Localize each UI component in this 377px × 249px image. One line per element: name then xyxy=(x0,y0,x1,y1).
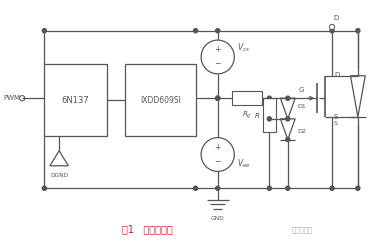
Circle shape xyxy=(267,186,271,190)
Circle shape xyxy=(201,138,234,171)
Bar xyxy=(233,91,262,105)
Text: GND: GND xyxy=(211,216,225,221)
Circle shape xyxy=(267,117,271,121)
Circle shape xyxy=(356,29,360,33)
Polygon shape xyxy=(280,119,295,139)
Circle shape xyxy=(216,96,220,100)
Circle shape xyxy=(193,29,198,33)
Text: +: + xyxy=(215,45,221,54)
Bar xyxy=(126,64,196,136)
Polygon shape xyxy=(351,76,365,117)
Circle shape xyxy=(216,186,220,190)
Circle shape xyxy=(201,40,234,74)
Circle shape xyxy=(20,96,24,100)
Text: S: S xyxy=(334,121,338,126)
Circle shape xyxy=(267,96,271,100)
Text: S: S xyxy=(334,114,338,120)
Text: IXDD609SI: IXDD609SI xyxy=(140,96,181,105)
Circle shape xyxy=(330,186,334,190)
Bar xyxy=(44,64,107,136)
Circle shape xyxy=(286,117,290,121)
Circle shape xyxy=(286,137,290,142)
Text: 半导体在线: 半导体在线 xyxy=(292,226,313,233)
Text: $V_{ee}$: $V_{ee}$ xyxy=(237,158,251,170)
Text: D: D xyxy=(333,15,339,21)
Circle shape xyxy=(42,29,46,33)
Text: −: − xyxy=(215,157,221,166)
Circle shape xyxy=(42,186,46,190)
Text: DGND: DGND xyxy=(50,173,68,178)
Circle shape xyxy=(286,96,290,100)
Bar xyxy=(263,98,276,132)
Text: +: + xyxy=(215,143,221,152)
Circle shape xyxy=(193,186,198,190)
Circle shape xyxy=(216,29,220,33)
Text: $R$: $R$ xyxy=(254,111,260,120)
Text: D2: D2 xyxy=(297,128,306,133)
Circle shape xyxy=(356,186,360,190)
Text: D1: D1 xyxy=(297,104,306,109)
Text: $V_{cs}$: $V_{cs}$ xyxy=(237,41,250,54)
Text: PWM: PWM xyxy=(3,95,20,101)
Text: −: − xyxy=(215,60,221,68)
Text: 图1   驱动电路图: 图1 驱动电路图 xyxy=(122,225,173,235)
Circle shape xyxy=(216,96,220,100)
Text: G: G xyxy=(299,87,304,93)
Circle shape xyxy=(329,24,335,30)
Text: $R_g$: $R_g$ xyxy=(242,110,252,121)
Circle shape xyxy=(330,29,334,33)
Circle shape xyxy=(20,96,25,101)
Polygon shape xyxy=(280,98,295,119)
Text: D: D xyxy=(334,72,339,78)
Circle shape xyxy=(286,186,290,190)
Polygon shape xyxy=(50,151,68,166)
Text: 6N137: 6N137 xyxy=(62,96,90,105)
